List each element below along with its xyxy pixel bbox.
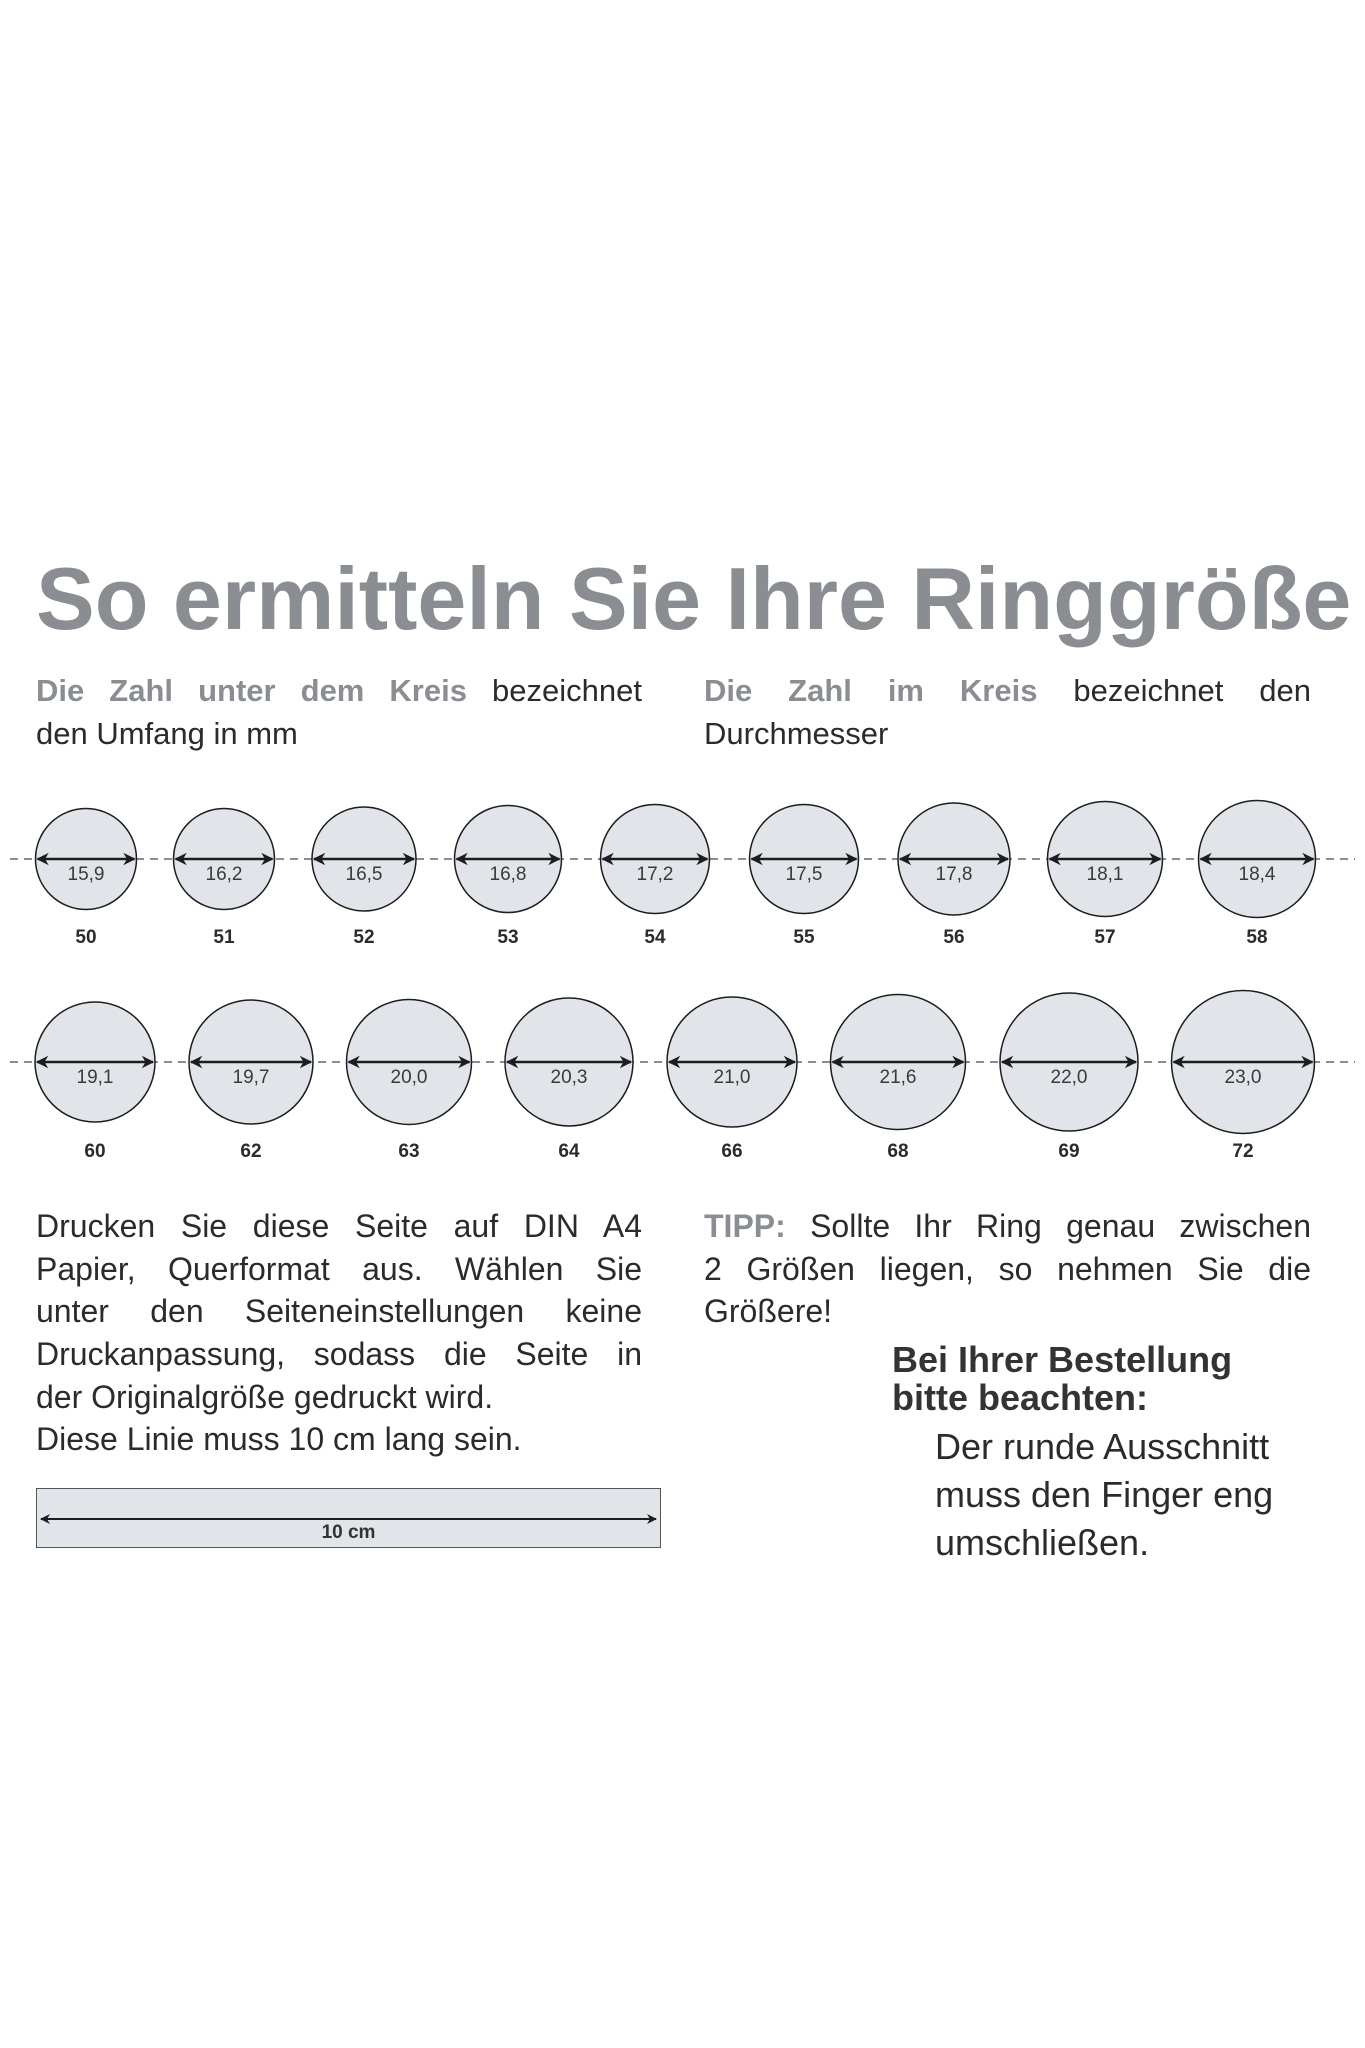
page-title: So ermitteln Sie Ihre Ringgröße xyxy=(36,549,1352,648)
order-note-heading: Bei Ihrer Bestellung xyxy=(892,1339,1233,1380)
order-note-line: muss den Finger eng xyxy=(935,1474,1274,1515)
intro-right-line1: Die Zahl im Kreis bezeichnet den xyxy=(704,671,1311,711)
ring-size-label: 60 xyxy=(84,1141,105,1162)
ruler-label: 10 cm xyxy=(321,1522,376,1543)
instructions-line: der Originalgröße gedruckt wird. xyxy=(36,1379,494,1415)
ring-size-label: 66 xyxy=(721,1141,742,1162)
ring-diameter-label: 17,2 xyxy=(637,864,674,885)
tip-text: Sollte Ihr Ring genau zwischen xyxy=(810,1208,1312,1244)
ring-size-label: 55 xyxy=(793,927,815,948)
tip-label: TIPP: xyxy=(704,1208,786,1244)
ring-diameter-label: 16,2 xyxy=(206,864,243,885)
instructions-line: Diese Linie muss 10 cm lang sein. xyxy=(36,1421,522,1457)
intro-right-line2: Durchmesser xyxy=(704,716,889,751)
ring-size-label: 72 xyxy=(1232,1141,1253,1162)
ring-diameter-label: 19,7 xyxy=(233,1067,270,1088)
ring-size-label: 51 xyxy=(213,927,235,948)
ring-diameter-label: 17,5 xyxy=(786,864,823,885)
ring-diameter-label: 15,9 xyxy=(68,864,105,885)
ring-diameter-label: 21,0 xyxy=(714,1067,751,1088)
ring-size-label: 53 xyxy=(497,927,518,948)
order-note-line: Der runde Ausschnitt xyxy=(935,1426,1270,1467)
ruler-10cm: 10 cm xyxy=(36,1488,661,1548)
intro-right-highlight: Die Zahl im Kreis xyxy=(704,673,1038,708)
ring-diameter-label: 20,3 xyxy=(551,1067,588,1088)
intro-left-highlight: Die Zahl unter dem Kreis xyxy=(36,673,467,708)
intro-left-line1: Die Zahl unter dem Kreis bezeichnet xyxy=(36,671,642,711)
ring-size-label: 62 xyxy=(240,1141,261,1162)
ring-diameter-label: 18,4 xyxy=(1239,864,1276,885)
tip-line1: TIPP: Sollte Ihr Ring genau zwischen xyxy=(704,1206,1311,1246)
ring-diameter-label: 16,5 xyxy=(346,864,383,885)
intro-left-line2: den Umfang in mm xyxy=(36,716,298,751)
instructions-line: Drucken Sie diese Seite auf DIN A4 xyxy=(36,1208,642,1244)
ring-size-label: 69 xyxy=(1058,1141,1079,1162)
ruler-arrow-icon xyxy=(40,1514,657,1524)
ring-diameter-label: 16,8 xyxy=(490,864,527,885)
order-note-heading: bitte beachten: xyxy=(892,1377,1149,1418)
ring-diameter-label: 18,1 xyxy=(1087,864,1124,885)
intro-left-rest: bezeichnet xyxy=(492,673,642,708)
ring-size-chart: 15,9 50 16,2 51 16,5 52 16,8 53 17,2 54 17,5 55 17,8… xyxy=(10,799,1355,1162)
instructions-line: unter den Seiteneinstellungen keine xyxy=(36,1293,642,1329)
tip-line3: Größere! xyxy=(704,1293,833,1329)
tip-line2: 2 Größen liegen, so nehmen Sie die xyxy=(704,1251,1311,1287)
ring-size-label: 52 xyxy=(353,927,374,948)
intro-right-rest: bezeichnet den xyxy=(1073,673,1311,708)
ring-size-label: 54 xyxy=(644,927,666,948)
ring-diameter-label: 23,0 xyxy=(1225,1067,1262,1088)
ring-diameter-label: 17,8 xyxy=(936,864,973,885)
ring-diameter-label: 19,1 xyxy=(77,1067,114,1088)
ring-size-label: 56 xyxy=(943,927,964,948)
order-note-line: umschließen. xyxy=(935,1522,1150,1563)
ring-size-label: 58 xyxy=(1246,927,1267,948)
ring-size-label: 50 xyxy=(75,927,96,948)
instructions-line: Papier, Querformat aus. Wählen Sie xyxy=(36,1251,642,1287)
ring-diameter-label: 20,0 xyxy=(391,1067,428,1088)
ring-size-label: 68 xyxy=(887,1141,908,1162)
ring-diameter-label: 21,6 xyxy=(880,1067,917,1088)
instructions-line: Druckanpassung, sodass die Seite in xyxy=(36,1336,642,1372)
ring-size-label: 57 xyxy=(1094,927,1115,948)
ring-size-label: 63 xyxy=(398,1141,419,1162)
ring-diameter-label: 22,0 xyxy=(1051,1067,1088,1088)
ring-size-label: 64 xyxy=(558,1141,580,1162)
